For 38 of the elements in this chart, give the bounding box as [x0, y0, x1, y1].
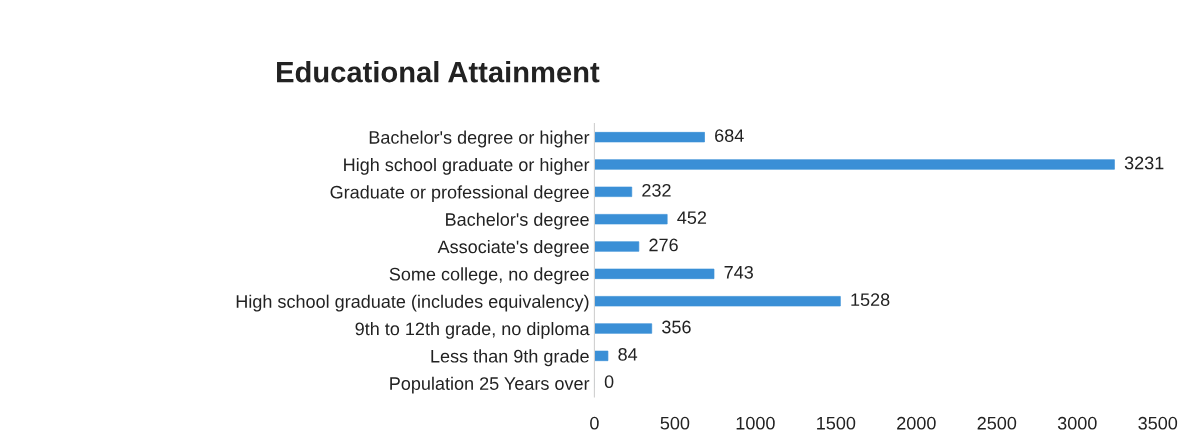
- bar: [594, 296, 841, 307]
- y-tick-label: Less than 9th grade: [431, 349, 589, 367]
- x-tick-label: 0: [590, 416, 599, 430]
- x-tick-label: 2500: [977, 416, 1017, 430]
- bar: [594, 268, 715, 279]
- data-label: 84: [618, 347, 638, 361]
- y-tick-label: Population 25 Years over: [390, 376, 590, 394]
- x-tick-label: 1500: [817, 416, 856, 430]
- data-label: 743: [724, 265, 753, 279]
- bar: [594, 350, 609, 362]
- data-label: 684: [715, 129, 744, 142]
- data-label: 3231: [1124, 156, 1164, 170]
- data-label: 1528: [851, 293, 890, 307]
- data-label: 452: [677, 211, 707, 225]
- y-tick-label: Some college, no degree: [389, 267, 589, 285]
- y-tick-label: Graduate or professional degree: [330, 185, 589, 203]
- chart-title: Educational Attainment: [277, 61, 600, 83]
- y-tick-label: Bachelor's degree or higher: [369, 130, 590, 148]
- bar: [594, 214, 668, 225]
- data-label: 276: [649, 238, 678, 252]
- bar: [594, 132, 705, 143]
- bar: [594, 323, 653, 334]
- y-tick-label: High school graduate (includes equivalency): [236, 294, 589, 312]
- data-label: 356: [662, 320, 691, 334]
- x-tick-label: 2000: [897, 416, 936, 430]
- y-tick-label: Associate's degree: [437, 239, 589, 257]
- bar: [594, 241, 640, 252]
- data-label: 232: [642, 183, 671, 197]
- x-tick-label: 500: [660, 416, 690, 430]
- x-tick-label: 1000: [736, 416, 775, 430]
- bar: [594, 186, 633, 197]
- y-tick-label: Bachelor's degree: [446, 212, 589, 230]
- data-label: 0: [604, 375, 614, 389]
- x-tick-label: 3000: [1057, 416, 1097, 430]
- y-tick-label: 9th to 12th grade, no diploma: [355, 322, 590, 339]
- x-tick-label: 3500: [1138, 416, 1178, 430]
- y-tick-label: High school graduate or higher: [344, 157, 590, 175]
- bar: [594, 159, 1115, 170]
